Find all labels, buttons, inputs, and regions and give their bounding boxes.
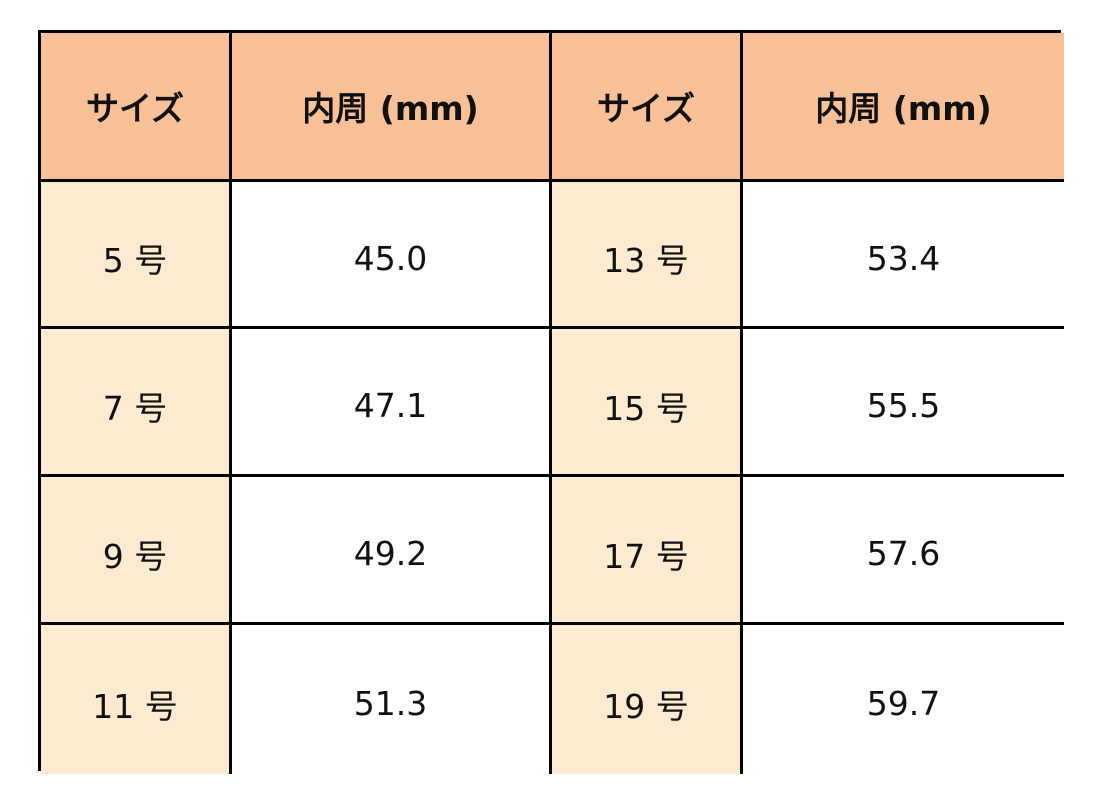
cell-inner-circumference-text: 47.1	[353, 386, 428, 425]
cell-inner-circumference: 49.2	[232, 477, 552, 625]
cell-size-text: 11 号	[92, 686, 178, 726]
header-size: サイズ	[41, 33, 232, 182]
header-inner-circumference-text: 内周 (mm)	[302, 89, 479, 128]
cell-inner-circumference: 47.1	[232, 329, 552, 477]
cell-inner-circumference-text: 51.3	[353, 684, 428, 723]
cell-inner-circumference-text: 59.7	[866, 684, 941, 723]
cell-size: 5 号	[41, 182, 232, 329]
cell-inner-circumference-text: 57.6	[866, 534, 941, 573]
header-inner-circumference: 内周 (mm)	[232, 33, 552, 182]
cell-size-text: 17 号	[603, 536, 689, 576]
cell-inner-circumference: 45.0	[232, 182, 552, 329]
cell-inner-circumference-text: 53.4	[866, 238, 941, 278]
cell-size-text: 15 号	[603, 388, 689, 428]
cell-size: 17 号	[552, 477, 743, 625]
cell-inner-circumference-text: 55.5	[866, 386, 941, 425]
cell-size: 15 号	[552, 329, 743, 477]
cell-size-text: 5 号	[102, 241, 168, 280]
cell-inner-circumference: 53.4	[743, 182, 1064, 329]
header-inner-circumference-text: 内周 (mm)	[815, 89, 992, 128]
cell-inner-circumference: 55.5	[743, 329, 1064, 477]
cell-size: 13 号	[552, 182, 743, 329]
cell-size-text: 7 号	[102, 388, 168, 428]
header-inner-circumference: 内周 (mm)	[743, 33, 1064, 182]
cell-inner-circumference-text: 45.0	[353, 238, 428, 278]
ring-size-table: サイズ 内周 (mm) サイズ 内周 (mm) 5 号 45.0 13 号 53.4 7 号 47…	[38, 30, 1064, 774]
cell-size-text: 19 号	[603, 686, 689, 726]
cell-inner-circumference: 59.7	[743, 625, 1064, 774]
cell-size-text: 13 号	[603, 241, 689, 280]
cell-size: 19 号	[552, 625, 743, 774]
cell-size: 11 号	[41, 625, 232, 774]
cell-inner-circumference-text: 49.2	[353, 534, 428, 573]
cell-inner-circumference: 51.3	[232, 625, 552, 774]
cell-size-text: 9 号	[102, 536, 168, 576]
cell-inner-circumference: 57.6	[743, 477, 1064, 625]
cell-size: 9 号	[41, 477, 232, 625]
header-size: サイズ	[552, 33, 743, 182]
header-size-text: サイズ	[596, 89, 695, 128]
cell-size: 7 号	[41, 329, 232, 477]
header-size-text: サイズ	[85, 89, 184, 128]
